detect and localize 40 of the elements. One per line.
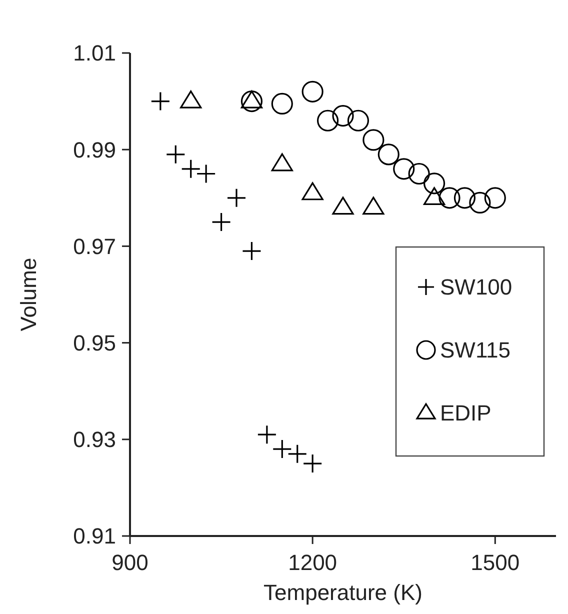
x-tick-label: 1200 bbox=[288, 550, 338, 575]
point bbox=[196, 164, 216, 184]
point bbox=[242, 241, 262, 261]
point bbox=[332, 104, 354, 127]
point bbox=[271, 92, 293, 115]
point bbox=[347, 110, 370, 132]
x-tick-label: 900 bbox=[112, 550, 148, 575]
point bbox=[423, 172, 446, 194]
point bbox=[150, 92, 170, 112]
point bbox=[211, 212, 232, 232]
y-tick-label: 1.01 bbox=[73, 40, 116, 66]
point bbox=[454, 187, 476, 209]
x-tick-label: 1500 bbox=[470, 550, 520, 575]
point bbox=[181, 159, 201, 179]
point bbox=[240, 90, 263, 112]
point bbox=[469, 192, 491, 214]
point bbox=[272, 439, 292, 459]
point bbox=[438, 187, 460, 209]
legend-label: SW115 bbox=[440, 338, 511, 363]
y-tick-label: 0.91 bbox=[73, 524, 116, 549]
point bbox=[316, 110, 339, 132]
y-tick-label: 0.93 bbox=[73, 427, 116, 452]
point bbox=[226, 188, 246, 208]
point bbox=[408, 162, 430, 185]
legend-label: SW100 bbox=[440, 274, 512, 300]
legend-label: EDIP bbox=[440, 400, 492, 426]
point bbox=[302, 454, 322, 474]
y-tick-label: 0.95 bbox=[73, 330, 116, 356]
point bbox=[378, 144, 400, 166]
y-axis-title: Volume bbox=[16, 258, 41, 332]
point bbox=[288, 444, 308, 464]
point bbox=[257, 424, 277, 444]
y-tick-label: 0.97 bbox=[73, 234, 116, 259]
point bbox=[166, 144, 186, 164]
point bbox=[362, 129, 384, 151]
point bbox=[484, 187, 506, 209]
x-axis-title: Temperature (K) bbox=[264, 580, 422, 605]
y-tick-label: 0.99 bbox=[73, 137, 116, 162]
point bbox=[302, 80, 324, 102]
point bbox=[393, 158, 415, 180]
